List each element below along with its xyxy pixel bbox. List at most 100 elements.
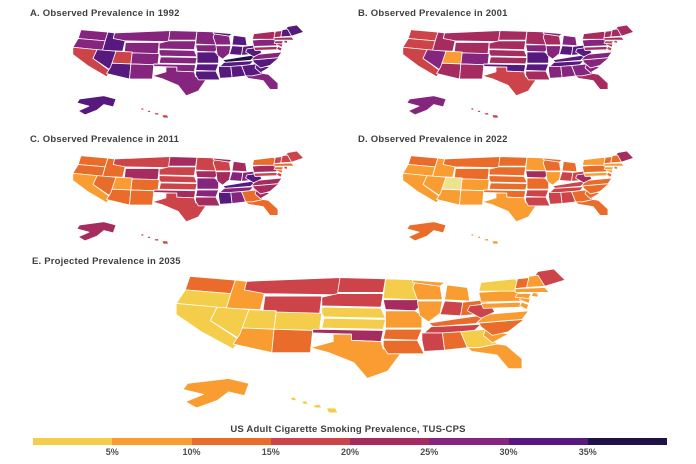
state-hi: [470, 234, 474, 236]
state-hi: [140, 108, 144, 110]
us-choropleth-2035: [158, 269, 613, 419]
state-il: [216, 172, 231, 186]
state-hi: [154, 112, 159, 114]
state-ks: [489, 183, 527, 190]
state-ct: [604, 167, 613, 170]
state-hi: [484, 112, 489, 114]
state-la: [383, 340, 424, 354]
state-ak: [183, 378, 249, 408]
state-fl: [246, 200, 278, 216]
state-ut: [442, 177, 462, 190]
state-az: [107, 189, 131, 205]
state-hi: [162, 241, 169, 244]
state-mo: [386, 311, 422, 328]
state-md: [481, 302, 522, 308]
state-mo: [197, 178, 219, 189]
state-hi: [477, 110, 481, 112]
legend-tick-label: 25%: [420, 447, 439, 457]
legend-segment: [112, 438, 192, 445]
panel-c-title: C. Observed Prevalence in 2011: [30, 134, 180, 145]
state-ri: [283, 40, 287, 43]
state-ia: [383, 300, 422, 311]
state-nd: [338, 278, 386, 293]
state-co: [131, 53, 159, 65]
state-mt: [443, 157, 500, 168]
state-tx: [152, 67, 206, 96]
state-de: [607, 46, 612, 51]
state-nd: [499, 157, 527, 167]
state-ak: [77, 96, 116, 115]
state-de: [520, 302, 529, 309]
state-ct: [515, 294, 531, 299]
state-ne: [159, 50, 197, 57]
state-ms: [549, 192, 563, 204]
state-hi: [470, 108, 474, 110]
legend-segment: [587, 438, 667, 445]
state-vt: [515, 278, 529, 289]
state-vt: [274, 157, 282, 164]
state-va: [251, 52, 282, 60]
map-panel-c-2011: [62, 151, 332, 248]
state-mi: [232, 161, 247, 171]
legend-segment: [270, 438, 350, 445]
state-co: [274, 312, 322, 330]
state-mt: [113, 31, 170, 42]
state-ut: [112, 51, 132, 64]
legend-colorbar: [33, 438, 667, 445]
state-la: [196, 71, 220, 80]
state-mi: [413, 280, 445, 286]
state-hi: [492, 241, 499, 244]
state-mi: [562, 161, 577, 171]
state-nm: [460, 64, 484, 79]
legend-segment: [191, 438, 271, 445]
state-ia: [526, 171, 549, 178]
state-ak: [77, 222, 116, 241]
state-vt: [274, 31, 282, 38]
state-ms: [549, 66, 563, 78]
state-ct: [604, 41, 613, 44]
state-sd: [489, 41, 525, 50]
us-choropleth-2022: [392, 151, 662, 248]
state-in: [229, 172, 243, 182]
state-ms: [219, 192, 233, 204]
state-md: [584, 172, 608, 176]
state-sd: [489, 167, 525, 176]
state-la: [526, 71, 550, 80]
state-hi: [147, 236, 151, 238]
state-mt: [113, 157, 170, 168]
state-ct: [274, 41, 283, 44]
state-il: [546, 46, 561, 60]
state-hi: [290, 397, 297, 401]
state-ar: [383, 329, 422, 340]
panel-a-title: A. Observed Prevalence in 1992: [30, 8, 180, 19]
state-ar: [196, 64, 219, 71]
legend-tick-label: 15%: [261, 447, 280, 457]
state-ri: [613, 40, 617, 43]
map-panel-a-1992: [62, 25, 332, 122]
legend-title: US Adult Cigarette Smoking Prevalence, T…: [230, 424, 466, 435]
state-hi: [140, 234, 144, 236]
state-mi: [543, 158, 562, 162]
state-az: [437, 63, 461, 79]
state-az: [437, 189, 461, 205]
legend-tick-label: 20%: [340, 447, 360, 457]
state-ak: [407, 96, 446, 115]
panel-d-title: D. Observed Prevalence in 2022: [358, 134, 508, 145]
state-ut: [112, 177, 132, 190]
state-il: [216, 46, 231, 60]
state-nm: [130, 190, 154, 205]
us-choropleth-1992: [62, 25, 332, 122]
state-ar: [526, 64, 549, 71]
state-ma: [604, 37, 624, 40]
state-hi: [313, 404, 322, 408]
state-ma: [274, 163, 294, 166]
state-hi: [162, 115, 169, 118]
state-ma: [515, 287, 549, 292]
state-ri: [531, 292, 538, 297]
state-md: [584, 46, 608, 50]
state-ne: [489, 50, 527, 57]
state-mt: [443, 31, 500, 42]
state-hi: [492, 115, 499, 118]
state-mi: [213, 158, 232, 162]
legend-segment: [429, 438, 509, 445]
